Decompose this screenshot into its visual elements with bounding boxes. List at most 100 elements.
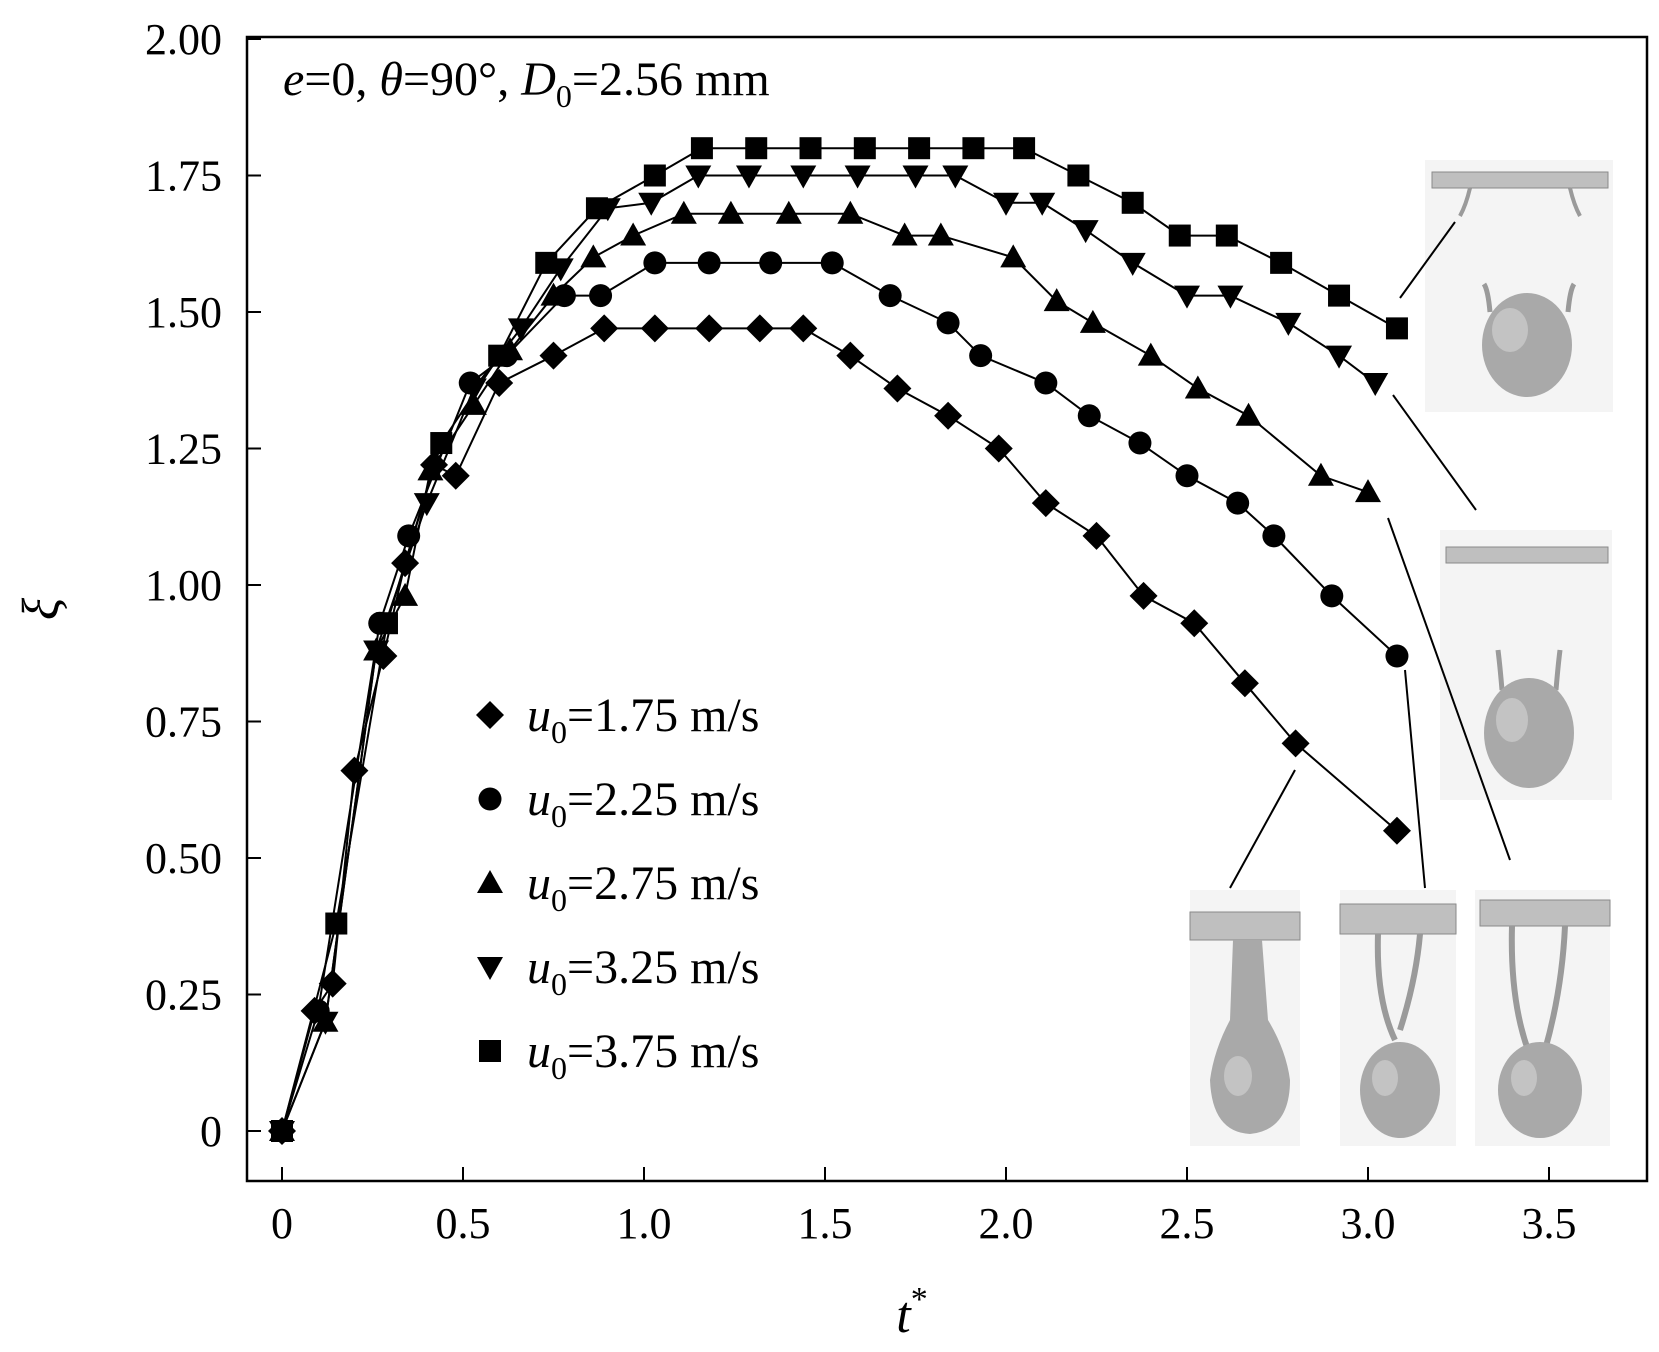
data-point-triangle-down [1275,312,1302,336]
data-point-circle [759,251,783,275]
data-point-triangle-up [620,222,647,246]
data-point-triangle-down [1362,372,1389,396]
data-point-circle [1385,644,1409,668]
data-point-diamond [485,368,514,397]
legend-marker-circle [478,787,502,811]
data-point-square [1328,284,1351,307]
data-point-diamond [318,969,347,998]
data-point-diamond [1129,581,1158,610]
legend-label: u0=2.25 m/s [527,773,759,834]
data-point-triangle-down [1217,285,1244,309]
data-point-triangle-up [1043,288,1070,312]
droplet-inset-bottom-1 [1189,890,1301,1146]
legend-label: u0=1.75 m/s [527,689,759,750]
data-point-triangle-up [1137,342,1164,366]
x-tick-label: 2.5 [1160,1199,1215,1248]
data-point-circle [1034,371,1058,395]
legend-label: u0=2.75 m/s [527,857,759,918]
data-point-triangle-up [1184,375,1211,399]
data-point-diamond [984,434,1013,463]
y-tick-label: 0.75 [145,698,222,747]
axis-ticks: 0 0.25 0.50 0.75 1.00 1.25 1.50 1.75 2.00 0 0.5 1.0… [145,15,1577,1248]
data-point-triangle-down [993,192,1019,216]
data-point-square [1121,191,1144,214]
y-tick-label: 1.75 [145,152,222,201]
data-point-diamond [695,314,724,343]
droplet-inset-bottom-3 [1475,890,1611,1146]
data-point-triangle-up [1355,479,1381,503]
droplet-inset-bottom-2 [1339,890,1457,1146]
data-point-triangle-up [837,200,864,224]
x-tick-label: 1.0 [617,1199,672,1248]
data-point-triangle-down [1119,252,1146,276]
legend-marker-diamond [476,701,504,729]
data-point-square [962,137,985,160]
data-point-square [375,612,398,635]
data-point-triangle-down [942,165,969,189]
data-point-triangle-up [891,222,918,246]
data-point-diamond [789,314,818,343]
data-point-triangle-down [902,165,929,189]
data-point-triangle-down [1029,192,1056,216]
data-point-diamond [883,374,912,403]
data-point-square [799,137,822,160]
data-point-triangle-down [1326,345,1353,369]
data-point-square [535,251,558,274]
data-point-triangle-up [460,391,487,415]
data-point-circle [643,251,667,275]
data-point-triangle-up [1307,462,1334,486]
data-point-diamond [1230,669,1259,698]
data-point-diamond [1031,489,1060,518]
data-point-square [488,344,511,367]
data-point-diamond [745,314,774,343]
data-point-diamond [590,314,619,343]
data-point-diamond [1180,609,1209,638]
data-point-circle [878,284,902,308]
data-point-triangle-down [1174,285,1200,309]
droplet-inset-top-right [1425,160,1613,412]
data-point-triangle-up [1079,309,1106,333]
leader-lines [1229,221,1511,889]
data-point-diamond [1082,521,1111,550]
data-point-square [643,164,666,187]
y-axis-title: ξ [13,597,70,620]
data-point-triangle-up [1000,244,1027,268]
data-point-diamond [441,461,470,490]
data-point-diamond [340,756,369,785]
data-point-circle [589,284,613,308]
data-point-circle [697,251,721,275]
data-point-triangle-down [312,1011,339,1035]
data-point-circle [1077,404,1101,428]
series-markers [268,137,1411,1145]
y-tick-label: 0.50 [145,834,222,883]
y-tick-label: 0 [200,1107,222,1156]
data-point-triangle-up [670,200,697,224]
data-point-square [585,197,608,220]
data-point-triangle-up [392,582,419,606]
data-point-diamond [391,549,420,578]
data-point-triangle-up [775,200,802,224]
droplet-inset-mid-right [1440,530,1612,800]
data-point-square [1270,251,1293,274]
data-point-circle [820,251,844,275]
y-tick-label: 1.50 [145,288,222,337]
data-point-triangle-up [927,222,954,246]
data-point-triangle-up [717,200,744,224]
data-point-square [1067,164,1090,187]
data-point-triangle-down [735,165,762,189]
x-tick-label: 2.0 [979,1199,1034,1248]
legend-label: u0=3.25 m/s [527,941,759,1002]
data-point-circle [969,344,993,368]
legend-marker-triangle-down [477,957,503,980]
data-point-diamond [1281,729,1310,758]
data-point-triangle-up [580,244,607,268]
legend-label: u0=3.75 m/s [527,1025,759,1086]
x-tick-label: 1.5 [798,1199,853,1248]
data-point-triangle-down [363,640,390,664]
data-point-square [853,137,876,160]
y-tick-label: 0.25 [145,971,222,1020]
data-point-triangle-down [790,165,817,189]
data-point-circle [936,311,960,335]
data-point-square [1013,137,1036,160]
data-point-circle [1226,491,1250,515]
